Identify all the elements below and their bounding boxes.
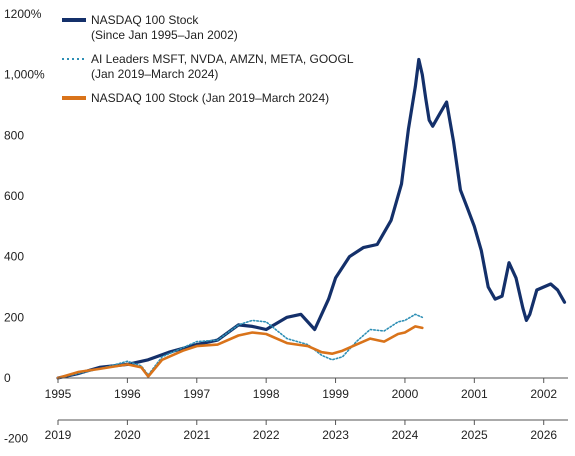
legend-label: (Jan 2019–March 2024) [91,67,218,81]
x-top-tick-label: 1997 [183,387,210,401]
y-tick-label: 1200% [4,7,42,21]
y-axis-tick-labels: -200 0 200 400 600 800 1,000% 1200% [4,7,45,446]
x-top-tick-label: 1995 [45,387,72,401]
legend-label: NASDAQ 100 Stock [91,13,199,27]
series-line-ai-leaders [57,313,424,379]
x-bottom-tick-label: 2023 [322,428,349,442]
x-axis-top: 1995 1996 1997 1998 1999 2000 2001 2002 [45,377,568,401]
legend-label: NASDAQ 100 Stock (Jan 2019–March 2024) [91,91,329,105]
legend-label: AI Leaders MSFT, NVDA, AMZN, META, GOOGL [91,52,354,66]
x-axis-bottom: 2019 2020 2021 2022 2023 2024 2025 2026 [45,419,568,442]
x-top-tick-label: 1996 [114,387,141,401]
x-top-tick-label: 2002 [530,387,557,401]
series-line-nasdaq-2019-2024 [56,325,424,380]
x-bottom-tick-label: 2021 [183,428,210,442]
y-tick-label: 0 [4,371,11,385]
x-bottom-tick-label: 2022 [253,428,280,442]
y-tick-label: 1,000% [4,68,45,82]
x-top-tick-label: 2001 [461,387,488,401]
x-bottom-tick-label: 2019 [45,428,72,442]
x-bottom-tick-label: 2020 [114,428,141,442]
x-bottom-tick-label: 2026 [530,428,557,442]
y-tick-label: 800 [4,128,24,142]
legend: NASDAQ 100 Stock(Since Jan 1995–Jan 2002… [62,13,354,105]
y-tick-label: 600 [4,189,24,203]
x-top-tick-label: 1999 [322,387,349,401]
x-bottom-tick-label: 2024 [392,428,419,442]
x-bottom-tick-label: 2025 [461,428,488,442]
legend-label: (Since Jan 1995–Jan 2002) [91,28,238,42]
series-line-nasdaq-1995-2002 [56,57,567,380]
y-tick-label: 200 [4,310,24,324]
x-top-tick-label: 1998 [253,387,280,401]
series-layer [56,57,567,380]
y-tick-label: 400 [4,250,24,264]
y-tick-label: -200 [4,432,28,446]
x-top-tick-label: 2000 [392,387,419,401]
